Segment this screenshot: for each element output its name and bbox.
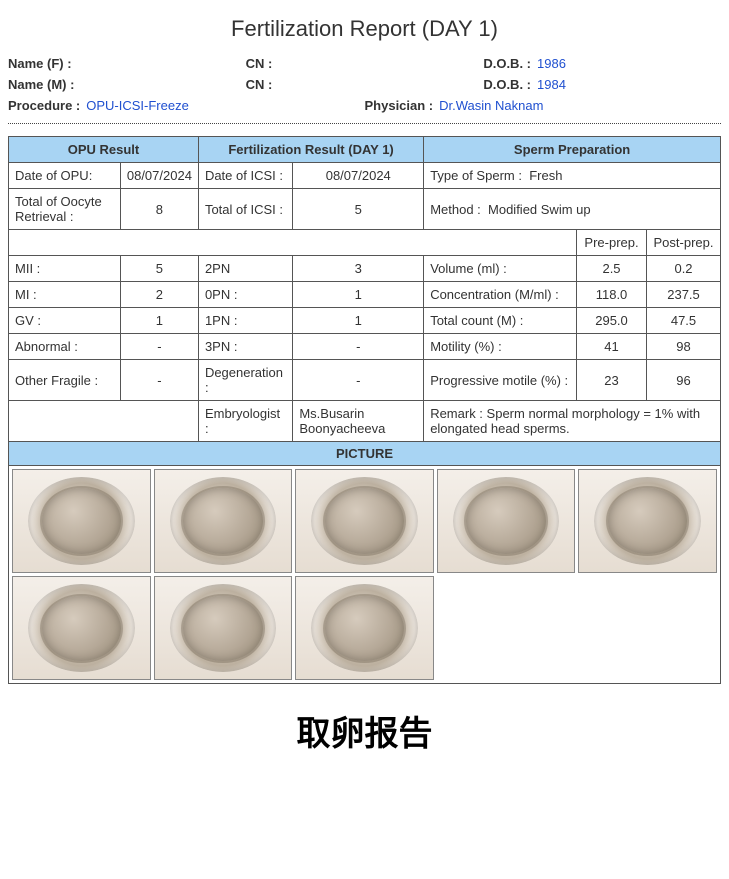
cn-f-label: CN : xyxy=(246,56,273,71)
count-post: 47.5 xyxy=(647,308,721,334)
sperm-type-label: Type of Sperm : xyxy=(430,168,522,183)
name-m-label: Name (M) : xyxy=(8,77,74,92)
volume-pre: 2.5 xyxy=(577,256,647,282)
empty-cell xyxy=(9,401,199,442)
sperm-method-value: Modified Swim up xyxy=(488,202,591,217)
conc-label: Concentration (M/ml) : xyxy=(424,282,577,308)
picture-grid xyxy=(8,466,721,684)
icsi-date-label: Date of ICSI : xyxy=(198,163,292,189)
opu-section-header: OPU Result xyxy=(9,137,199,163)
chinese-title: 取卵报告 xyxy=(8,706,721,755)
count-label: Total count (M) : xyxy=(424,308,577,334)
motility-pre: 41 xyxy=(577,334,647,360)
pn2-label: 2PN xyxy=(198,256,292,282)
pn3-label: 3PN : xyxy=(198,334,292,360)
degen-value: - xyxy=(293,360,424,401)
procedure-value: OPU-ICSI-Freeze xyxy=(86,98,189,113)
embryologist-value: Ms.Busarin Boonyacheeva xyxy=(293,401,424,442)
sperm-type-value: Fresh xyxy=(529,168,562,183)
abnormal-label: Abnormal : xyxy=(9,334,121,360)
name-f-label: Name (F) : xyxy=(8,56,72,71)
picture-section-header: PICTURE xyxy=(8,441,721,466)
volume-post: 0.2 xyxy=(647,256,721,282)
sperm-method-label: Method : xyxy=(430,202,481,217)
embryo-image xyxy=(154,576,293,680)
motility-label: Motility (%) : xyxy=(424,334,577,360)
gv-value: 1 xyxy=(120,308,198,334)
fragile-value: - xyxy=(120,360,198,401)
divider xyxy=(8,123,721,124)
conc-post: 237.5 xyxy=(647,282,721,308)
degen-label: Degeneration : xyxy=(198,360,292,401)
icsi-total-value: 5 xyxy=(293,189,424,230)
pre-prep-label: Pre-prep. xyxy=(577,230,647,256)
fert-section-header: Fertilization Result (DAY 1) xyxy=(198,137,423,163)
post-prep-label: Post-prep. xyxy=(647,230,721,256)
oocyte-total-value: 8 xyxy=(120,189,198,230)
pn2-value: 3 xyxy=(293,256,424,282)
icsi-total-label: Total of ICSI : xyxy=(198,189,292,230)
embryo-image xyxy=(12,576,151,680)
embryologist-label: Embryologist : xyxy=(198,401,292,442)
embryo-image xyxy=(437,469,576,573)
gv-label: GV : xyxy=(9,308,121,334)
mi-label: MI : xyxy=(9,282,121,308)
icsi-date-value: 08/07/2024 xyxy=(293,163,424,189)
dob-f-label: D.O.B. : xyxy=(483,56,531,71)
dob-f-value: 1986 xyxy=(537,56,566,71)
abnormal-value: - xyxy=(120,334,198,360)
remark-label: Remark : xyxy=(430,406,483,421)
patient-header: Name (F) : CN : D.O.B. :1986 Name (M) : … xyxy=(8,56,721,92)
oocyte-total-label: Total of Oocyte Retrieval : xyxy=(9,189,121,230)
motility-post: 98 xyxy=(647,334,721,360)
embryo-image xyxy=(295,576,434,680)
embryo-image xyxy=(295,469,434,573)
mii-label: MII : xyxy=(9,256,121,282)
sperm-section-header: Sperm Preparation xyxy=(424,137,721,163)
volume-label: Volume (ml) : xyxy=(424,256,577,282)
pn0-value: 1 xyxy=(293,282,424,308)
count-pre: 295.0 xyxy=(577,308,647,334)
pn1-value: 1 xyxy=(293,308,424,334)
pn0-label: 0PN : xyxy=(198,282,292,308)
conc-pre: 118.0 xyxy=(577,282,647,308)
opu-date-label: Date of OPU: xyxy=(9,163,121,189)
page-title: Fertilization Report (DAY 1) xyxy=(8,16,721,42)
embryo-image xyxy=(578,469,717,573)
prog-post: 96 xyxy=(647,360,721,401)
dob-m-label: D.O.B. : xyxy=(483,77,531,92)
embryo-image xyxy=(154,469,293,573)
pn1-label: 1PN : xyxy=(198,308,292,334)
cn-m-label: CN : xyxy=(246,77,273,92)
pn3-value: - xyxy=(293,334,424,360)
results-table: OPU Result Fertilization Result (DAY 1) … xyxy=(8,136,721,442)
embryo-image xyxy=(12,469,151,573)
prog-label: Progressive motile (%) : xyxy=(424,360,577,401)
procedure-label: Procedure : xyxy=(8,98,80,113)
fragile-label: Other Fragile : xyxy=(9,360,121,401)
opu-date-value: 08/07/2024 xyxy=(120,163,198,189)
spacer-cell xyxy=(9,230,577,256)
prog-pre: 23 xyxy=(577,360,647,401)
mii-value: 5 xyxy=(120,256,198,282)
physician-label: Physician : xyxy=(365,98,434,113)
mi-value: 2 xyxy=(120,282,198,308)
dob-m-value: 1984 xyxy=(537,77,566,92)
physician-value: Dr.Wasin Naknam xyxy=(439,98,543,113)
